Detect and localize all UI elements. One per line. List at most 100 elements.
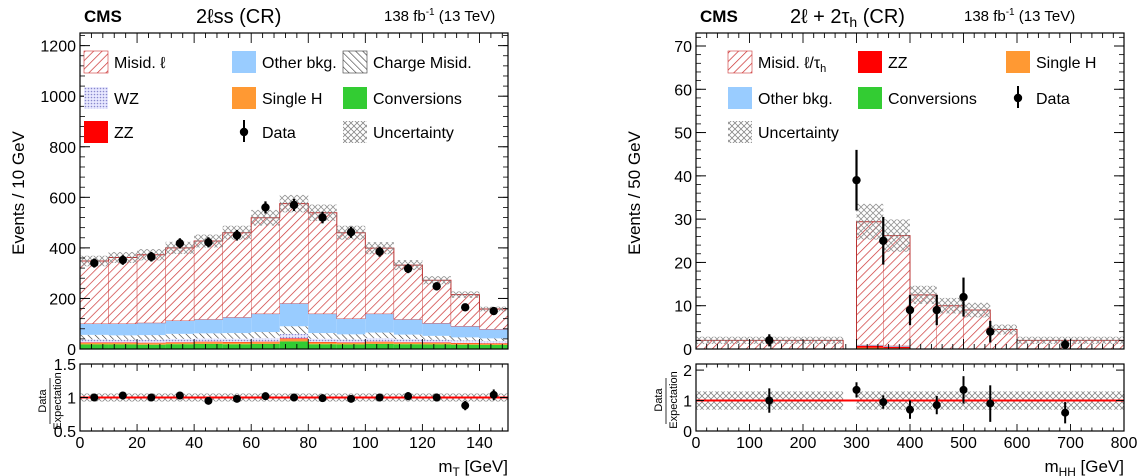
- bar: [80, 344, 109, 349]
- legend-label: Single H: [262, 91, 322, 108]
- legend-swatch: [343, 87, 367, 109]
- legend-label: Other bkg.: [262, 55, 337, 72]
- legend-item: Uncertainty: [343, 121, 454, 143]
- x-tick-label: 20: [128, 435, 146, 452]
- legend-label: Uncertainty: [373, 125, 454, 142]
- y-tick-label: 0: [683, 342, 692, 359]
- series-other-bkg-: [80, 303, 508, 339]
- ratio-point: [432, 393, 441, 402]
- bar: [137, 335, 166, 340]
- legend-item: Misid. ℓ/τh: [727, 50, 826, 75]
- bar: [450, 344, 480, 349]
- legend-marker-data: [239, 127, 249, 137]
- ratio-point: [175, 391, 184, 400]
- legend-swatch: [232, 51, 256, 73]
- legend-swatch: [728, 121, 752, 143]
- x-tick-label: 200: [790, 435, 817, 452]
- chart-title: 2ℓ + 2τh (CR): [790, 6, 905, 30]
- ratio-point: [232, 394, 241, 403]
- ratio-point: [986, 399, 995, 408]
- legend-label: WZ: [114, 91, 139, 108]
- ratio-point: [118, 391, 127, 400]
- bar: [856, 347, 884, 349]
- bar: [336, 339, 366, 343]
- ratio-point: [90, 393, 99, 402]
- bar: [336, 232, 366, 319]
- bar: [108, 339, 138, 343]
- ratio-y-tick-label: 0: [683, 424, 692, 441]
- legend-label: ZZ: [114, 125, 134, 142]
- data-point: [461, 303, 470, 312]
- bar: [422, 339, 451, 343]
- bar: [479, 344, 508, 349]
- ratio-point: [404, 392, 413, 401]
- x-tick-label: 0: [76, 435, 85, 452]
- bar: [165, 333, 195, 339]
- legend-swatch: [84, 87, 108, 109]
- data-point: [318, 213, 327, 222]
- bar: [108, 335, 138, 340]
- ratio-y-tick-label: 0.5: [54, 424, 76, 441]
- ratio-point: [290, 393, 298, 402]
- y-tick-label: 200: [49, 291, 76, 308]
- bar: [165, 342, 195, 345]
- bar: [80, 342, 109, 345]
- bar: [365, 342, 394, 344]
- lumi-label: 138 fb-1 (13 TeV): [384, 7, 495, 25]
- chart-2lss-cr: CMS 2ℓss (CR) 138 fb-1 (13 TeV) Events /…: [9, 6, 509, 476]
- bar: [365, 338, 394, 342]
- legend-label: Uncertainty: [758, 125, 839, 142]
- bar: [365, 247, 395, 315]
- bar: [222, 342, 252, 345]
- series-zz: [856, 345, 910, 349]
- legend-swatch: [343, 121, 367, 143]
- ratio-label-bottom: Expectation: [52, 372, 64, 429]
- legend-swatch: [1006, 51, 1030, 73]
- chart-2l-2tau-cr: CMS 2ℓ + 2τh (CR) 138 fb-1 (13 TeV) Even…: [625, 6, 1137, 476]
- bar: [365, 332, 394, 339]
- bar: [365, 341, 394, 343]
- uncertainty-bin: [910, 285, 937, 304]
- ratio-point: [461, 401, 470, 410]
- legend: Misid. ℓ Other bkg. Charge Misid. WZ Single …: [83, 50, 472, 143]
- bar: [422, 342, 451, 345]
- uncertainty-bin: [936, 297, 964, 314]
- bar: [365, 313, 394, 333]
- bar: [137, 343, 166, 345]
- legend-swatch: [727, 50, 753, 74]
- legend-item: Conversions: [858, 87, 977, 109]
- data-point: [986, 327, 995, 336]
- bar: [137, 322, 166, 336]
- x-tick-label: 600: [1004, 435, 1031, 452]
- y-tick-label: 10: [674, 299, 692, 316]
- bar: [165, 247, 195, 321]
- legend-item: Charge Misid.: [342, 50, 472, 74]
- series-charge-misid-: [80, 326, 508, 341]
- bar: [479, 329, 508, 339]
- bar: [108, 342, 138, 343]
- bar: [450, 343, 480, 345]
- x-tick-label: 60: [242, 435, 260, 452]
- x-tick-label: 800: [1111, 435, 1138, 452]
- ratio-point: [1061, 408, 1070, 417]
- legend-item: Conversions: [343, 87, 462, 109]
- bar: [279, 339, 309, 342]
- x-tick-label: 80: [299, 435, 317, 452]
- data-point: [879, 236, 888, 245]
- data-point: [375, 247, 384, 256]
- legend-label: ZZ: [888, 55, 908, 72]
- y-tick-label: 1000: [40, 89, 76, 106]
- uncertainty-bin: [990, 324, 1017, 335]
- bar: [279, 326, 309, 334]
- legend-label: Data: [1036, 91, 1070, 108]
- legend-label: Conversions: [888, 91, 977, 108]
- data-point: [232, 231, 242, 240]
- bar: [393, 342, 423, 343]
- data-point: [432, 282, 441, 291]
- ratio-point: [375, 393, 384, 402]
- chart-title: 2ℓss (CR): [196, 6, 281, 28]
- bar: [222, 344, 252, 349]
- ratio-point: [879, 398, 888, 407]
- legend-swatch: [84, 121, 108, 143]
- bar: [251, 341, 280, 343]
